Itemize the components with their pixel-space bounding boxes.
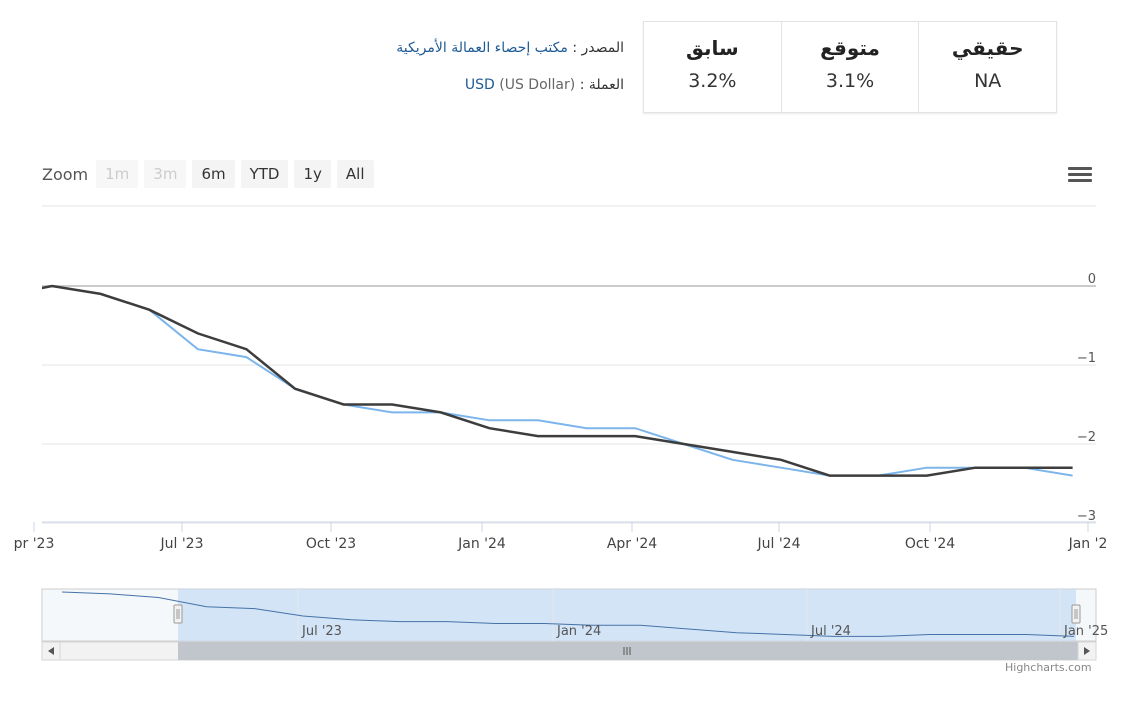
stat-previous-value: 3.2% xyxy=(688,70,737,92)
zoom-1y-button[interactable]: 1y xyxy=(294,160,331,188)
source-value[interactable]: مكتب إحصاء العمالة الأمريكية xyxy=(396,40,568,56)
chevron-left-icon xyxy=(48,647,54,655)
stat-actual-value: NA xyxy=(974,70,1002,92)
stat-previous: سابق 3.2% xyxy=(644,22,782,112)
navigator-x-label: Jan '24 xyxy=(556,624,601,639)
navigator-selected-range xyxy=(178,589,1076,641)
stat-forecast-label: متوقع xyxy=(820,36,880,60)
zoom-all-button[interactable]: All xyxy=(336,160,374,188)
stats-panel: سابق 3.2% متوقع 3.1% حقيقي NA xyxy=(643,21,1057,113)
x-tick-label: Jul '24 xyxy=(756,536,800,552)
y-tick-label: −3 xyxy=(1077,509,1096,524)
currency-code: USD xyxy=(464,77,495,93)
currency-line: العملة : USD (US Dollar) xyxy=(465,77,624,93)
scrollbar-thumb[interactable] xyxy=(178,642,1088,660)
zoom-6m-button[interactable]: 6m xyxy=(192,160,235,188)
x-tick-label: pr '23 xyxy=(14,536,55,552)
chevron-right-icon xyxy=(1084,647,1090,655)
stat-actual-label: حقيقي xyxy=(951,36,1024,60)
zoom-label: Zoom xyxy=(42,164,89,184)
stat-actual: حقيقي NA xyxy=(919,22,1056,112)
series-actual-line xyxy=(42,284,1073,477)
navigator-x-label: Jul '24 xyxy=(810,624,851,639)
zoom-3m-button[interactable]: 3m xyxy=(144,160,187,188)
stat-previous-label: سابق xyxy=(685,36,739,60)
x-tick-label: Oct '23 xyxy=(306,536,356,552)
y-tick-label: −2 xyxy=(1077,430,1096,445)
navigator-right-handle[interactable] xyxy=(1071,604,1081,624)
source-label: المصدر : xyxy=(572,40,624,56)
navigator-x-label: Jul '23 xyxy=(301,624,342,639)
stat-forecast: متوقع 3.1% xyxy=(782,22,920,112)
navigator-series-line xyxy=(61,591,1075,637)
x-tick-label: Oct '24 xyxy=(905,536,955,552)
x-tick-label: Apr '24 xyxy=(607,536,657,552)
zoom-ytd-button[interactable]: YTD xyxy=(240,160,289,188)
x-tick-label: Jul '23 xyxy=(159,536,203,552)
currency-name: (US Dollar) xyxy=(499,77,576,93)
highcharts-credit[interactable]: Highcharts.com xyxy=(1005,661,1092,674)
y-tick-label: −1 xyxy=(1077,351,1096,366)
x-tick-label: Jan '2 xyxy=(1068,536,1108,552)
y-tick-label: 0 xyxy=(1088,272,1096,287)
currency-label: العملة : xyxy=(579,77,624,93)
series-forecast-line xyxy=(42,284,1073,477)
source-line: المصدر : مكتب إحصاء العمالة الأمريكية xyxy=(396,40,624,56)
navigator-x-label: Jan '25 xyxy=(1063,624,1108,639)
x-tick-label: Jan '24 xyxy=(457,536,506,552)
navigator-left-handle[interactable] xyxy=(173,604,183,624)
zoom-1m-button[interactable]: 1m xyxy=(96,160,139,188)
stat-forecast-value: 3.1% xyxy=(825,70,875,92)
range-selector: Zoom 1m 3m 6m YTD 1y All xyxy=(42,160,380,188)
hamburger-menu-icon[interactable] xyxy=(1068,164,1092,186)
